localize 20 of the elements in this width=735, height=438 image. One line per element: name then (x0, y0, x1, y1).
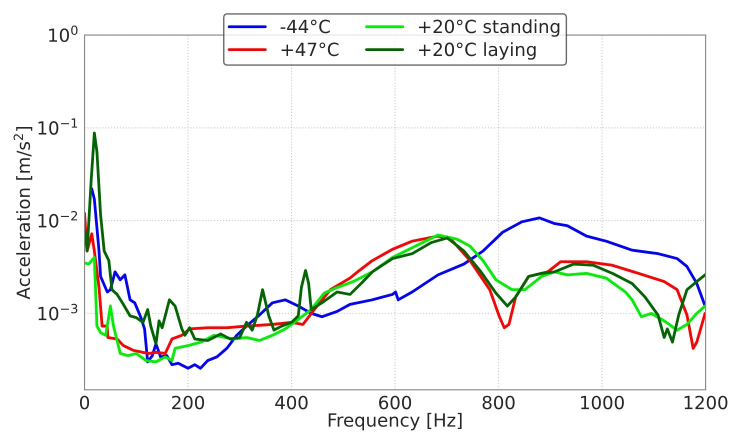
y-tick-label: 10$^{−1}$ (38, 118, 78, 135)
x-axis-title: Frequency [Hz] (328, 412, 462, 430)
x-tick-label: 0 (80, 396, 90, 410)
legend-label: +47°C (282, 42, 338, 56)
x-tick-label: 1000 (581, 396, 624, 410)
x-tick-label: 800 (482, 396, 515, 410)
x-tick-label: 200 (172, 396, 204, 410)
line-series (84, 132, 706, 346)
y-tick-label: 10$^{−3}$ (38, 304, 78, 320)
y-axis-title: Acceleration [m/s$^{2}$] (14, 126, 32, 300)
line-series (84, 234, 706, 364)
legend-label: +20°C laying (419, 42, 536, 60)
x-tick-label: 1200 (684, 396, 728, 410)
x-tick-label: 600 (379, 396, 412, 410)
x-tick-label: 400 (275, 396, 308, 410)
legend-label: -44°C (280, 20, 330, 34)
y-tick-label: 10$^{−2}$ (38, 211, 78, 228)
legend-label: +20°C standing (419, 19, 560, 37)
line-series (90, 187, 706, 370)
y-tick-label: 10$^{0}$ (49, 25, 78, 42)
